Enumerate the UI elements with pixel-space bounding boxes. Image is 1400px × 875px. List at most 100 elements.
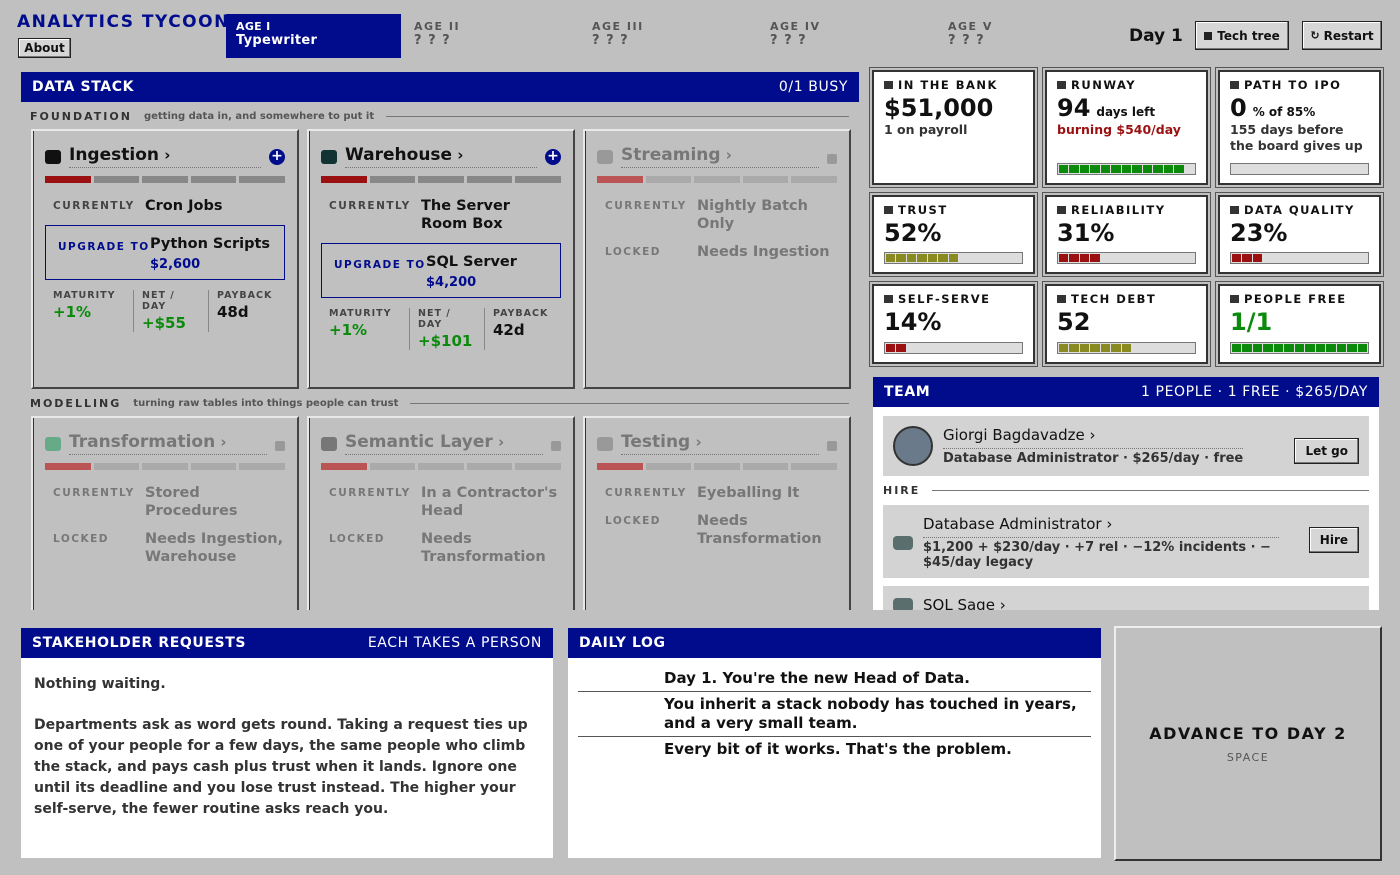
bar-segment — [1242, 254, 1252, 262]
age-name: ? ? ? — [414, 33, 451, 48]
hire-button[interactable]: Hire — [1308, 527, 1359, 553]
member-name[interactable]: Giorgi Bagdavadze — [943, 426, 1243, 444]
icon — [321, 436, 337, 451]
component-name[interactable]: Streaming — [621, 145, 819, 168]
add-button[interactable]: + — [269, 148, 285, 165]
component-name[interactable]: Warehouse — [345, 145, 537, 168]
icon — [597, 436, 613, 451]
bar-segment — [1121, 254, 1132, 262]
unit: days left — [1096, 105, 1156, 119]
advance-button[interactable]: ADVANCE TO DAY 2 SPACE — [1114, 626, 1382, 861]
component-name[interactable]: Testing — [621, 432, 819, 455]
restart-button[interactable]: ↻ Restart — [1302, 21, 1382, 50]
panel-header: TEAM 1 PEOPLE · 1 FREE · $265/DAY — [873, 377, 1379, 407]
bar-segment — [969, 254, 980, 262]
icon — [884, 295, 893, 303]
stat-tile[interactable]: RUNWAY 94 days left burning $540/day — [1045, 70, 1208, 185]
bar-segment — [1121, 344, 1132, 352]
bar-segment — [1011, 254, 1022, 262]
icon — [1230, 295, 1239, 303]
tile-value: 14% — [884, 308, 1023, 336]
meter-segment — [694, 463, 740, 470]
lock-reason: Needs Ingestion — [697, 244, 830, 260]
field-label: LOCKED — [605, 515, 661, 527]
meter-segment — [45, 176, 91, 183]
current-row: CURRENTLY Nightly Batch Only — [605, 197, 837, 233]
stat: PAYBACK 48d — [208, 290, 283, 332]
field-label: LOCKED — [53, 533, 109, 545]
maturity-meter — [321, 463, 561, 470]
age-tab[interactable]: AGE III? ? ? — [582, 14, 757, 58]
component-name[interactable]: Semantic Layer — [345, 432, 543, 455]
add-button[interactable]: + — [545, 148, 561, 165]
bar-segment — [1163, 165, 1174, 173]
team-member: Giorgi Bagdavadze Database Administrator … — [883, 416, 1369, 476]
tile-value: 94 days left — [1057, 94, 1196, 122]
meter-segment — [369, 463, 416, 470]
about-button[interactable]: About — [18, 38, 71, 58]
bar-segment — [1232, 344, 1242, 352]
meter-segment — [418, 463, 464, 470]
age-tab[interactable]: AGE V? ? ? — [938, 14, 1113, 58]
tile-bar — [1057, 252, 1196, 264]
log-entry: Every bit of it works. That's the proble… — [578, 736, 1091, 762]
tile-value: 52% — [884, 219, 1023, 247]
role-name[interactable]: SQL Sage — [923, 596, 1006, 610]
meter-segment — [142, 463, 188, 470]
tile-subtext: 1 on payroll — [884, 122, 968, 137]
section-title: FOUNDATION — [30, 110, 132, 123]
lock-icon — [827, 440, 837, 451]
panel-header: STAKEHOLDER REQUESTS EACH TAKES A PERSON — [21, 628, 553, 658]
bar-segment — [1305, 165, 1315, 173]
locked-row: LOCKED Needs Transformation — [329, 530, 561, 566]
divider — [386, 116, 849, 117]
lock-reason: Needs Transformation — [697, 513, 822, 547]
label-text: DATA QUALITY — [1244, 203, 1355, 217]
age-tab[interactable]: AGE I Typewriter — [226, 14, 401, 58]
role-icon — [893, 598, 913, 610]
upgrade-box[interactable]: UPGRADE TO SQL Server $4,200 — [321, 243, 561, 298]
bar-segment — [1153, 344, 1163, 352]
bar-segment — [1315, 165, 1326, 173]
meter-segment — [466, 176, 513, 183]
field-label: CURRENTLY — [329, 487, 411, 499]
current-tech: Eyeballing It — [697, 485, 800, 501]
bar-segment — [1294, 254, 1305, 262]
stat-tile[interactable]: PATH TO IPO 0 % of 85% 155 days before the … — [1218, 70, 1381, 185]
meter-segment — [142, 176, 188, 183]
icon — [45, 149, 61, 164]
lock-icon — [551, 440, 561, 451]
age-tab[interactable]: AGE II? ? ? — [404, 14, 579, 58]
stat-tile[interactable]: IN THE BANK $51,000 1 on payroll — [872, 70, 1035, 185]
bar-segment — [938, 344, 948, 352]
bar-segment — [1184, 165, 1195, 173]
let-go-button[interactable]: Let go — [1294, 438, 1359, 464]
bar-segment — [1100, 344, 1111, 352]
bar-segment — [1163, 254, 1174, 262]
upgrade-box[interactable]: UPGRADE TO Python Scripts $2,600 — [45, 225, 285, 280]
stat-label: PAYBACK — [217, 290, 273, 301]
label-text: IN THE BANK — [898, 78, 998, 92]
age-tab[interactable]: AGE IV? ? ? — [760, 14, 935, 58]
bar-segment — [1357, 254, 1368, 262]
stat-value: +$101 — [418, 332, 473, 350]
day-counter: Day 1 — [1129, 26, 1183, 46]
card-header: Streaming — [597, 145, 837, 168]
component-name[interactable]: Transformation — [69, 432, 267, 455]
icon — [45, 436, 61, 451]
tech-tree-button[interactable]: Tech tree — [1195, 21, 1289, 50]
stat-value: 48d — [217, 303, 249, 321]
maturity-meter — [321, 176, 561, 183]
label: Restart — [1323, 28, 1374, 43]
bar-segment — [1315, 254, 1326, 262]
label-text: SELF-SERVE — [898, 292, 991, 306]
maturity-meter — [45, 463, 285, 470]
bar-segment — [1184, 344, 1195, 352]
field-label: UPGRADE TO — [58, 241, 150, 253]
bar-segment — [980, 344, 990, 352]
field-label: LOCKED — [605, 246, 661, 258]
stat: NET / DAY +$101 — [409, 308, 484, 350]
component-name[interactable]: Ingestion — [69, 145, 261, 168]
maturity-meter — [597, 176, 837, 183]
role-name[interactable]: Database Administrator — [923, 515, 1279, 533]
